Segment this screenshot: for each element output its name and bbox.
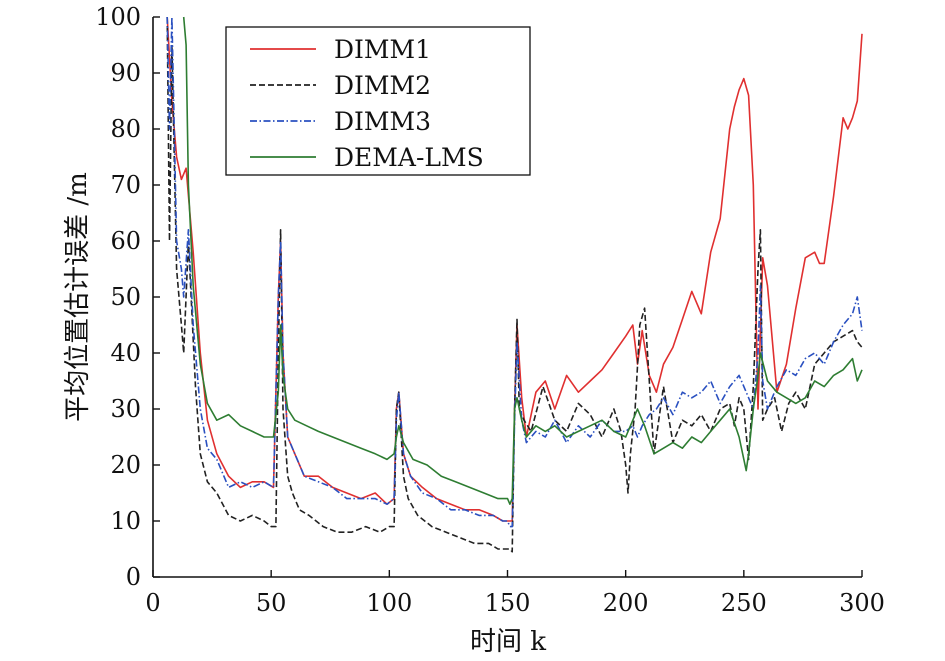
x-tick-label: 150: [485, 589, 531, 617]
y-tick-label: 50: [110, 283, 141, 311]
legend-label: DEMA-LMS: [334, 143, 484, 172]
legend-label: DIMM1: [334, 35, 431, 64]
x-tick-label: 100: [366, 589, 412, 617]
y-axis-ticks: 0 10 20 30 40 50 60 70 80 90 100: [95, 3, 160, 591]
x-tick-label: 0: [145, 589, 160, 617]
y-tick-label: 30: [110, 395, 141, 423]
x-tick-label: 300: [839, 589, 885, 617]
y-axis-label: 平均位置估计误差 /m: [63, 172, 93, 422]
legend-label: DIMM3: [334, 107, 431, 136]
x-tick-label: 50: [256, 589, 287, 617]
y-tick-label: 60: [110, 227, 141, 255]
y-tick-label: 0: [126, 563, 141, 591]
series-line-dimm2: [166, 16, 863, 553]
x-axis-ticks: 0 50 100 150 200 250 300: [145, 570, 885, 617]
legend: DIMM1 DIMM2 DIMM3 DEMA-LMS: [225, 26, 531, 176]
series-lines: [166, 16, 863, 553]
y-tick-label: 10: [110, 507, 141, 535]
x-tick-label: 200: [603, 589, 649, 617]
y-tick-label: 20: [110, 451, 141, 479]
y-tick-label: 90: [110, 59, 141, 87]
x-tick-label: 250: [721, 589, 767, 617]
y-tick-label: 100: [95, 3, 141, 31]
legend-label: DIMM2: [334, 71, 431, 100]
y-tick-label: 80: [110, 115, 141, 143]
x-axis-label: 时间 k: [470, 627, 546, 657]
legend-box: [225, 26, 531, 176]
y-tick-label: 70: [110, 171, 141, 199]
y-tick-label: 40: [110, 339, 141, 367]
series-line-dema-lms: [182, 16, 863, 506]
